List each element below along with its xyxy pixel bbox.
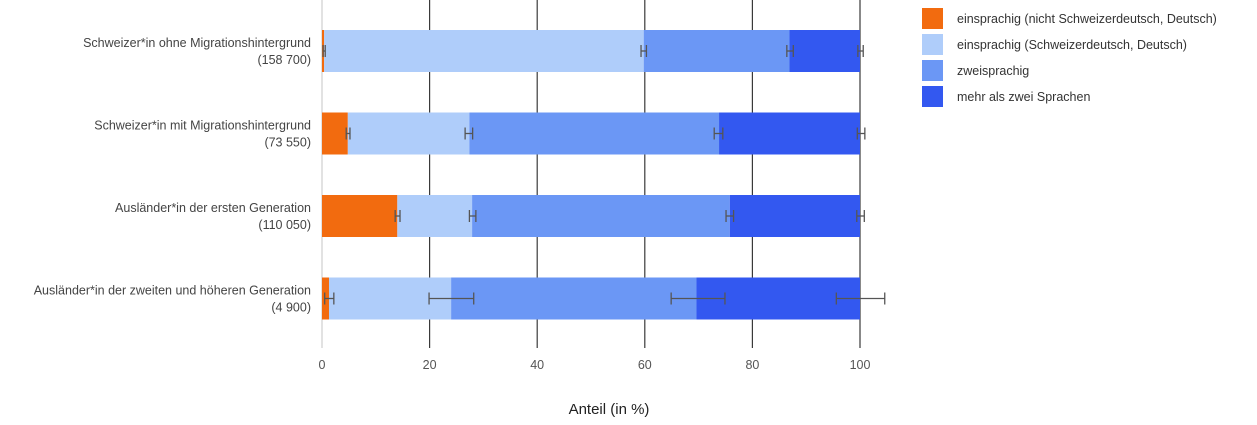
legend-swatch-2	[922, 60, 943, 81]
bar-segment-1-0	[322, 112, 348, 155]
x-tick-labels: 0 20 40 60 80 100	[319, 358, 871, 372]
bar-segment-2-3	[729, 195, 860, 237]
category-label: Schweizer*in ohne Migrationshintergrund	[83, 36, 311, 50]
bar-segment-3-2	[451, 277, 697, 320]
legend-swatch-0	[922, 8, 943, 29]
category-count: (110 050)	[258, 218, 311, 232]
legend-swatch-3	[922, 86, 943, 107]
x-axis-title: Anteil (in %)	[569, 401, 650, 418]
x-tick-label-20: 20	[423, 358, 437, 372]
category-labels: Schweizer*in ohne Migrationshintergrund (…	[34, 36, 311, 315]
bar-segment-2-0	[322, 195, 398, 237]
category-count: (4 900)	[271, 301, 311, 315]
bar-segment-1-1	[347, 112, 470, 155]
legend-label-0: einsprachig (nicht Schweizerdeutsch, Deu…	[957, 12, 1217, 26]
legend-label-1: einsprachig (Schweizerdeutsch, Deutsch)	[957, 38, 1187, 52]
category-count: (73 550)	[264, 136, 311, 150]
x-tick-label-80: 80	[745, 358, 759, 372]
x-tick-label-60: 60	[638, 358, 652, 372]
x-tick-label-100: 100	[850, 358, 871, 372]
category-label: Schweizer*in mit Migrationshintergrund	[94, 119, 311, 133]
error-bars	[322, 45, 886, 305]
legend-label-2: zweisprachig	[957, 64, 1029, 78]
bar-segment-2-1	[397, 195, 473, 237]
category-count: (158 700)	[257, 53, 311, 67]
bar-segment-0-2	[643, 30, 790, 72]
x-tick-label-0: 0	[319, 358, 326, 372]
legend-label-3: mehr als zwei Sprachen	[957, 90, 1090, 104]
bar-segment-2-2	[472, 195, 730, 237]
x-tick-label-40: 40	[530, 358, 544, 372]
legend-swatch-1	[922, 34, 943, 55]
category-label: Ausländer*in der ersten Generation	[115, 201, 311, 215]
bars	[322, 30, 860, 320]
bar-segment-0-1	[324, 30, 644, 72]
bar-segment-1-2	[469, 112, 720, 155]
category-label: Ausländer*in der zweiten und höheren Gen…	[34, 284, 311, 298]
bar-segment-1-3	[719, 112, 860, 155]
legend: einsprachig (nicht Schweizerdeutsch, Deu…	[922, 8, 1217, 107]
bar-segment-0-3	[789, 30, 860, 72]
